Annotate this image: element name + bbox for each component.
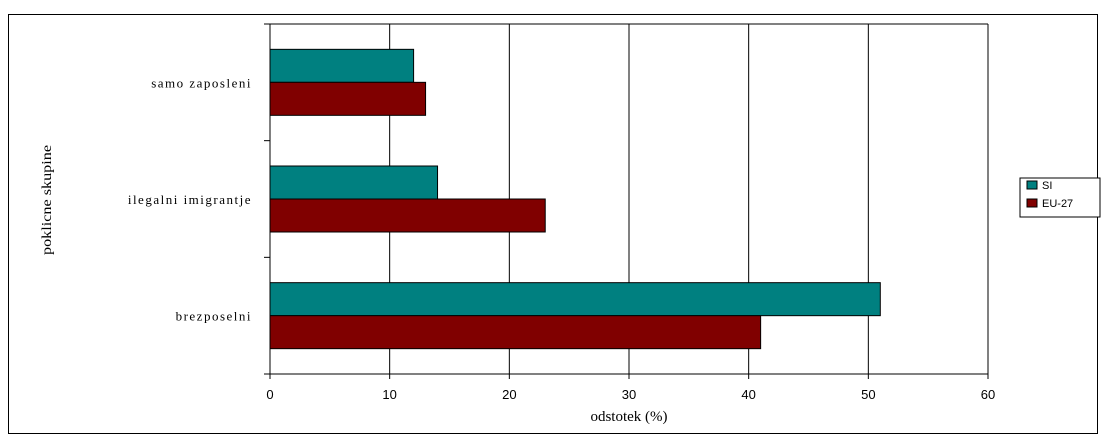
bar-si-2 bbox=[269, 282, 881, 317]
labels: odstotek (%) poklicne skupine samo zapos… bbox=[40, 75, 995, 425]
bar-eu-27-2 bbox=[269, 315, 762, 350]
legend-label: EU-27 bbox=[1042, 198, 1073, 210]
x-tick-label: 60 bbox=[981, 387, 995, 402]
y-axis-title: poklicne skupine bbox=[40, 145, 55, 255]
x-tick-label: 30 bbox=[622, 387, 636, 402]
legend-label: SI bbox=[1042, 180, 1052, 192]
x-axis-title: odstotek (%) bbox=[590, 409, 667, 425]
legend: SI EU-27 bbox=[1019, 177, 1101, 218]
legend-swatch-si bbox=[1026, 180, 1038, 190]
category-label: samo zaposleni bbox=[151, 75, 252, 90]
x-tick-label: 20 bbox=[502, 387, 516, 402]
x-tick-label: 0 bbox=[266, 387, 273, 402]
legend-swatch-eu-27 bbox=[1026, 198, 1038, 208]
chart-frame bbox=[8, 14, 1098, 434]
category-label: ilegalni imigrantje bbox=[128, 192, 252, 207]
bar-eu-27-0 bbox=[269, 81, 427, 116]
bar-eu-27-1 bbox=[269, 198, 546, 233]
bar-si-0 bbox=[269, 48, 415, 83]
axes bbox=[264, 23, 989, 379]
bars bbox=[269, 48, 881, 350]
x-tick-label: 50 bbox=[861, 387, 875, 402]
category-label: brezposelni bbox=[176, 309, 252, 324]
bar-si-1 bbox=[269, 165, 439, 200]
x-tick-label: 40 bbox=[741, 387, 755, 402]
x-tick-label: 10 bbox=[382, 387, 396, 402]
